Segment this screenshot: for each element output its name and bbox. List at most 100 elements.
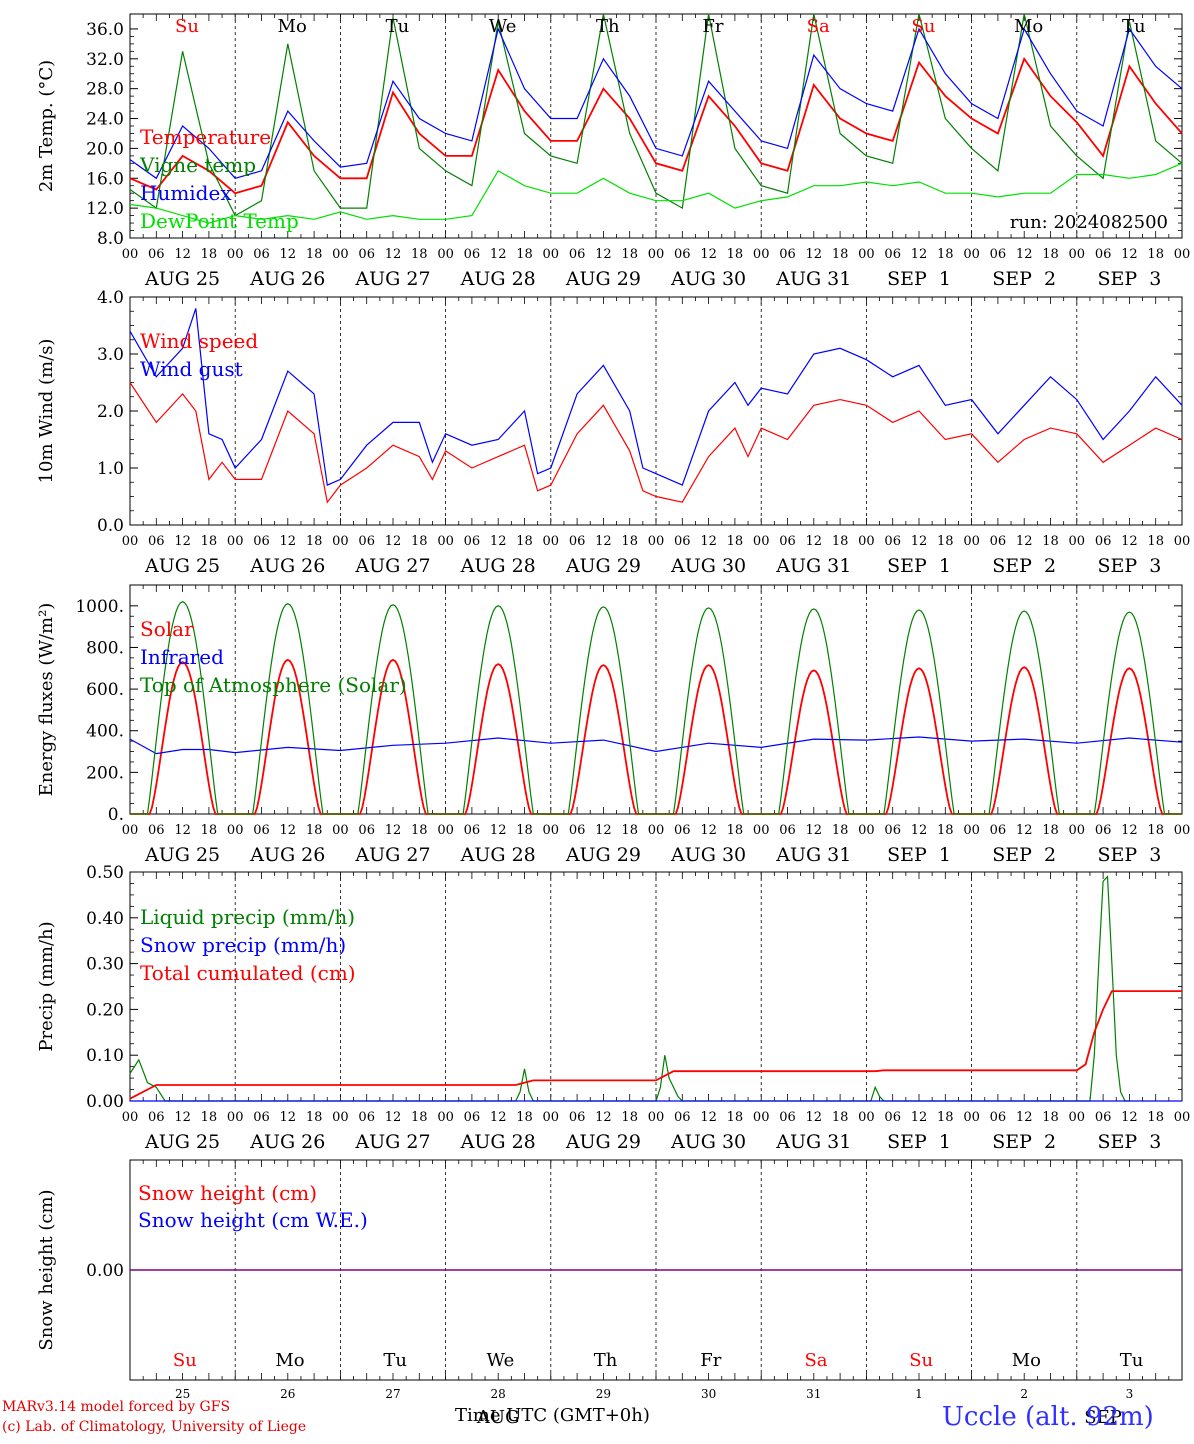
hour-tick-label: 18 [411, 534, 428, 549]
day-label: We [489, 16, 517, 37]
day-label: Mo [278, 16, 307, 37]
day-label: Tu [383, 1350, 407, 1371]
day-label: Th [596, 16, 620, 37]
date-label: AUG 31 [775, 555, 851, 577]
hour-tick-label: 00 [753, 534, 770, 549]
hour-tick-label: 00 [332, 1110, 349, 1125]
hour-tick-label: 12 [595, 247, 612, 262]
hour-tick-label: 06 [674, 247, 691, 262]
panel-4: 0.50 0.40 0.30 0.20 0.10 0.00 Precip (mm/h) Liq… [36, 863, 1190, 1153]
hour-tick-label: 00 [543, 534, 560, 549]
date-label: AUG 28 [460, 1131, 536, 1153]
date-label: AUG 30 [670, 268, 746, 290]
model-credit: MARv3.14 model forced by GFS [2, 1399, 231, 1415]
hour-tick-label: 06 [358, 247, 375, 262]
hour-tick-label: 18 [306, 534, 323, 549]
date-label: AUG 29 [565, 1131, 641, 1153]
hour-tick-label: 18 [1042, 1110, 1059, 1125]
hour-tick-label: 00 [1174, 823, 1191, 838]
hour-tick-label: 00 [1069, 823, 1086, 838]
date-label: AUG 30 [670, 844, 746, 866]
hour-tick-label: 12 [806, 1110, 823, 1125]
day-label: Su [175, 16, 199, 37]
date-label: SEP 2 [992, 1131, 1056, 1153]
date-label: AUG 27 [354, 268, 430, 290]
hour-tick-label: 00 [753, 247, 770, 262]
hour-tick-label: 12 [1121, 247, 1138, 262]
hour-tick-label: 00 [437, 823, 454, 838]
y-tick-label: 1.0 [97, 459, 124, 479]
panel-2: 4.0 3.0 2.0 1.0 0.0 10m Wind (m/s) Wind speed W… [36, 288, 1190, 577]
hour-tick-label: 18 [832, 247, 849, 262]
day-number-label: 25 [175, 1387, 190, 1401]
y-tick-label: 200. [86, 763, 124, 783]
hour-tick-label: 06 [990, 823, 1007, 838]
series-line-humidex [129, 27, 1183, 180]
hour-tick-label: 12 [595, 823, 612, 838]
hour-tick-label: 00 [858, 1110, 875, 1125]
date-label: AUG 25 [144, 1131, 220, 1153]
hour-tick-label: 12 [1121, 1110, 1138, 1125]
hour-tick-label: 12 [911, 534, 928, 549]
station-name: Uccle (alt. 92m) [942, 1402, 1154, 1432]
date-label: SEP 3 [1097, 555, 1161, 577]
date-label: AUG 28 [460, 555, 536, 577]
hour-tick-label: 12 [280, 534, 297, 549]
date-label: SEP 3 [1097, 844, 1161, 866]
hour-tick-label: 06 [884, 247, 901, 262]
hour-tick-label: 18 [516, 823, 533, 838]
hour-tick-label: 12 [490, 823, 507, 838]
y-axis-label: Precip (mm/h) [36, 921, 57, 1051]
hour-tick-label: 18 [516, 247, 533, 262]
hour-tick-label: 06 [1095, 247, 1112, 262]
hour-tick-label: 06 [674, 823, 691, 838]
hour-tick-label: 12 [700, 823, 717, 838]
date-label: AUG 28 [460, 268, 536, 290]
hour-tick-label: 18 [201, 1110, 218, 1125]
hour-tick-label: 00 [648, 534, 665, 549]
legend-entry: Infrared [140, 645, 224, 669]
hour-tick-label: 18 [1147, 823, 1164, 838]
date-label: AUG 25 [144, 844, 220, 866]
hour-tick-label: 06 [253, 534, 270, 549]
day-number-label: 27 [385, 1387, 400, 1401]
day-number-label: 3 [1126, 1387, 1134, 1401]
hour-tick-label: 00 [963, 247, 980, 262]
day-number-label: 2 [1020, 1387, 1028, 1401]
y-axis-label: 10m Wind (m/s) [36, 339, 57, 484]
y-tick-label: 800. [86, 638, 124, 658]
hour-tick-label: 06 [148, 1110, 165, 1125]
legend-entry: Wind gust [140, 357, 243, 381]
hour-tick-label: 06 [779, 534, 796, 549]
series-line-temperature [129, 56, 1183, 195]
hour-tick-label: 00 [963, 534, 980, 549]
hour-tick-label: 12 [1016, 1110, 1033, 1125]
day-number-label: 28 [491, 1387, 506, 1401]
hour-tick-label: 18 [306, 823, 323, 838]
day-label: Mo [1012, 1350, 1041, 1371]
hour-tick-label: 06 [464, 823, 481, 838]
hour-tick-label: 00 [122, 1110, 139, 1125]
hour-tick-label: 06 [358, 534, 375, 549]
date-label: AUG 31 [775, 844, 851, 866]
hour-tick-label: 18 [937, 247, 954, 262]
hour-tick-label: 00 [648, 823, 665, 838]
y-tick-label: 0.0 [97, 516, 124, 536]
y-tick-label: 32.0 [86, 50, 124, 70]
hour-tick-label: 12 [595, 1110, 612, 1125]
date-label: AUG 26 [249, 555, 325, 577]
hour-tick-label: 18 [937, 1110, 954, 1125]
date-label: SEP 3 [1097, 268, 1161, 290]
hour-tick-label: 18 [937, 823, 954, 838]
date-label: AUG 26 [249, 844, 325, 866]
hour-tick-label: 18 [727, 1110, 744, 1125]
day-label: Mo [1014, 16, 1043, 37]
series-line-total-cumulated-cm- [129, 990, 1182, 1100]
hour-tick-label: 00 [332, 247, 349, 262]
hour-tick-label: 18 [727, 823, 744, 838]
hour-tick-label: 18 [516, 1110, 533, 1125]
hour-tick-label: 06 [148, 247, 165, 262]
date-label: SEP 2 [992, 555, 1056, 577]
hour-tick-label: 18 [411, 823, 428, 838]
hour-tick-label: 18 [1042, 534, 1059, 549]
